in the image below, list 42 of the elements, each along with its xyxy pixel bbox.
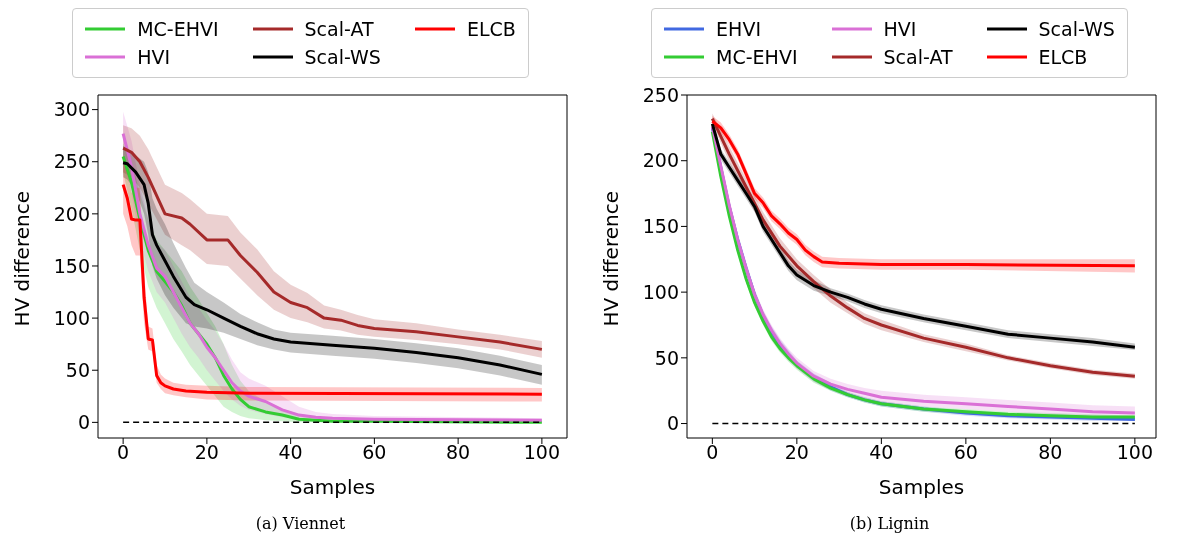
x-tick-label: 40 [278,441,303,464]
legend-label: MC-EHVI [716,46,798,68]
x-axis-title: Samples [878,475,965,499]
x-tick-label: 100 [523,441,561,464]
x-tick-label: 60 [953,441,978,464]
legend-label: Scal-WS [1038,18,1115,40]
y-tick-label: 150 [642,215,679,238]
y-tick-label: 100 [642,280,679,303]
x-tick-label: 80 [1038,441,1063,464]
y-tick-label: 50 [654,346,679,369]
legend-label: HVI [137,46,171,68]
legend-label: Scal-AT [883,46,953,68]
text: (a) Viennet [254,514,347,533]
legend-label: HVI [883,18,917,40]
y-tick-label: 150 [53,254,90,277]
y-tick-label: 100 [53,306,90,329]
y-axis-title: HV difference [599,191,624,327]
x-axis-title: Samples [289,475,376,499]
legend-label: ELCB [466,18,516,40]
legend-label: EHVI [716,18,761,40]
x-tick-label: 40 [869,441,894,464]
x-tick-label: 80 [446,441,471,464]
y-tick-label: 250 [642,83,679,106]
x-tick-label: 20 [784,441,809,464]
legend-label: MC-EHVI [137,18,219,40]
y-tick-label: 300 [53,98,90,121]
text: (b) Lignin [848,514,931,533]
x-tick-label: 60 [362,441,387,464]
legend-label: Scal-AT [304,18,374,40]
y-tick-label: 200 [642,149,679,172]
y-tick-label: 50 [65,358,90,381]
x-tick-label: 0 [706,441,719,464]
x-tick-label: 20 [194,441,219,464]
x-tick-label: 0 [117,441,130,464]
legend-label: ELCB [1038,46,1088,68]
y-axis-title: HV difference [10,191,35,327]
y-tick-label: 0 [666,412,679,435]
y-tick-label: 200 [53,202,90,225]
y-tick-label: 250 [53,150,90,173]
legend-label: Scal-WS [304,46,381,68]
x-tick-label: 100 [1116,441,1154,464]
y-tick-label: 0 [77,411,90,434]
